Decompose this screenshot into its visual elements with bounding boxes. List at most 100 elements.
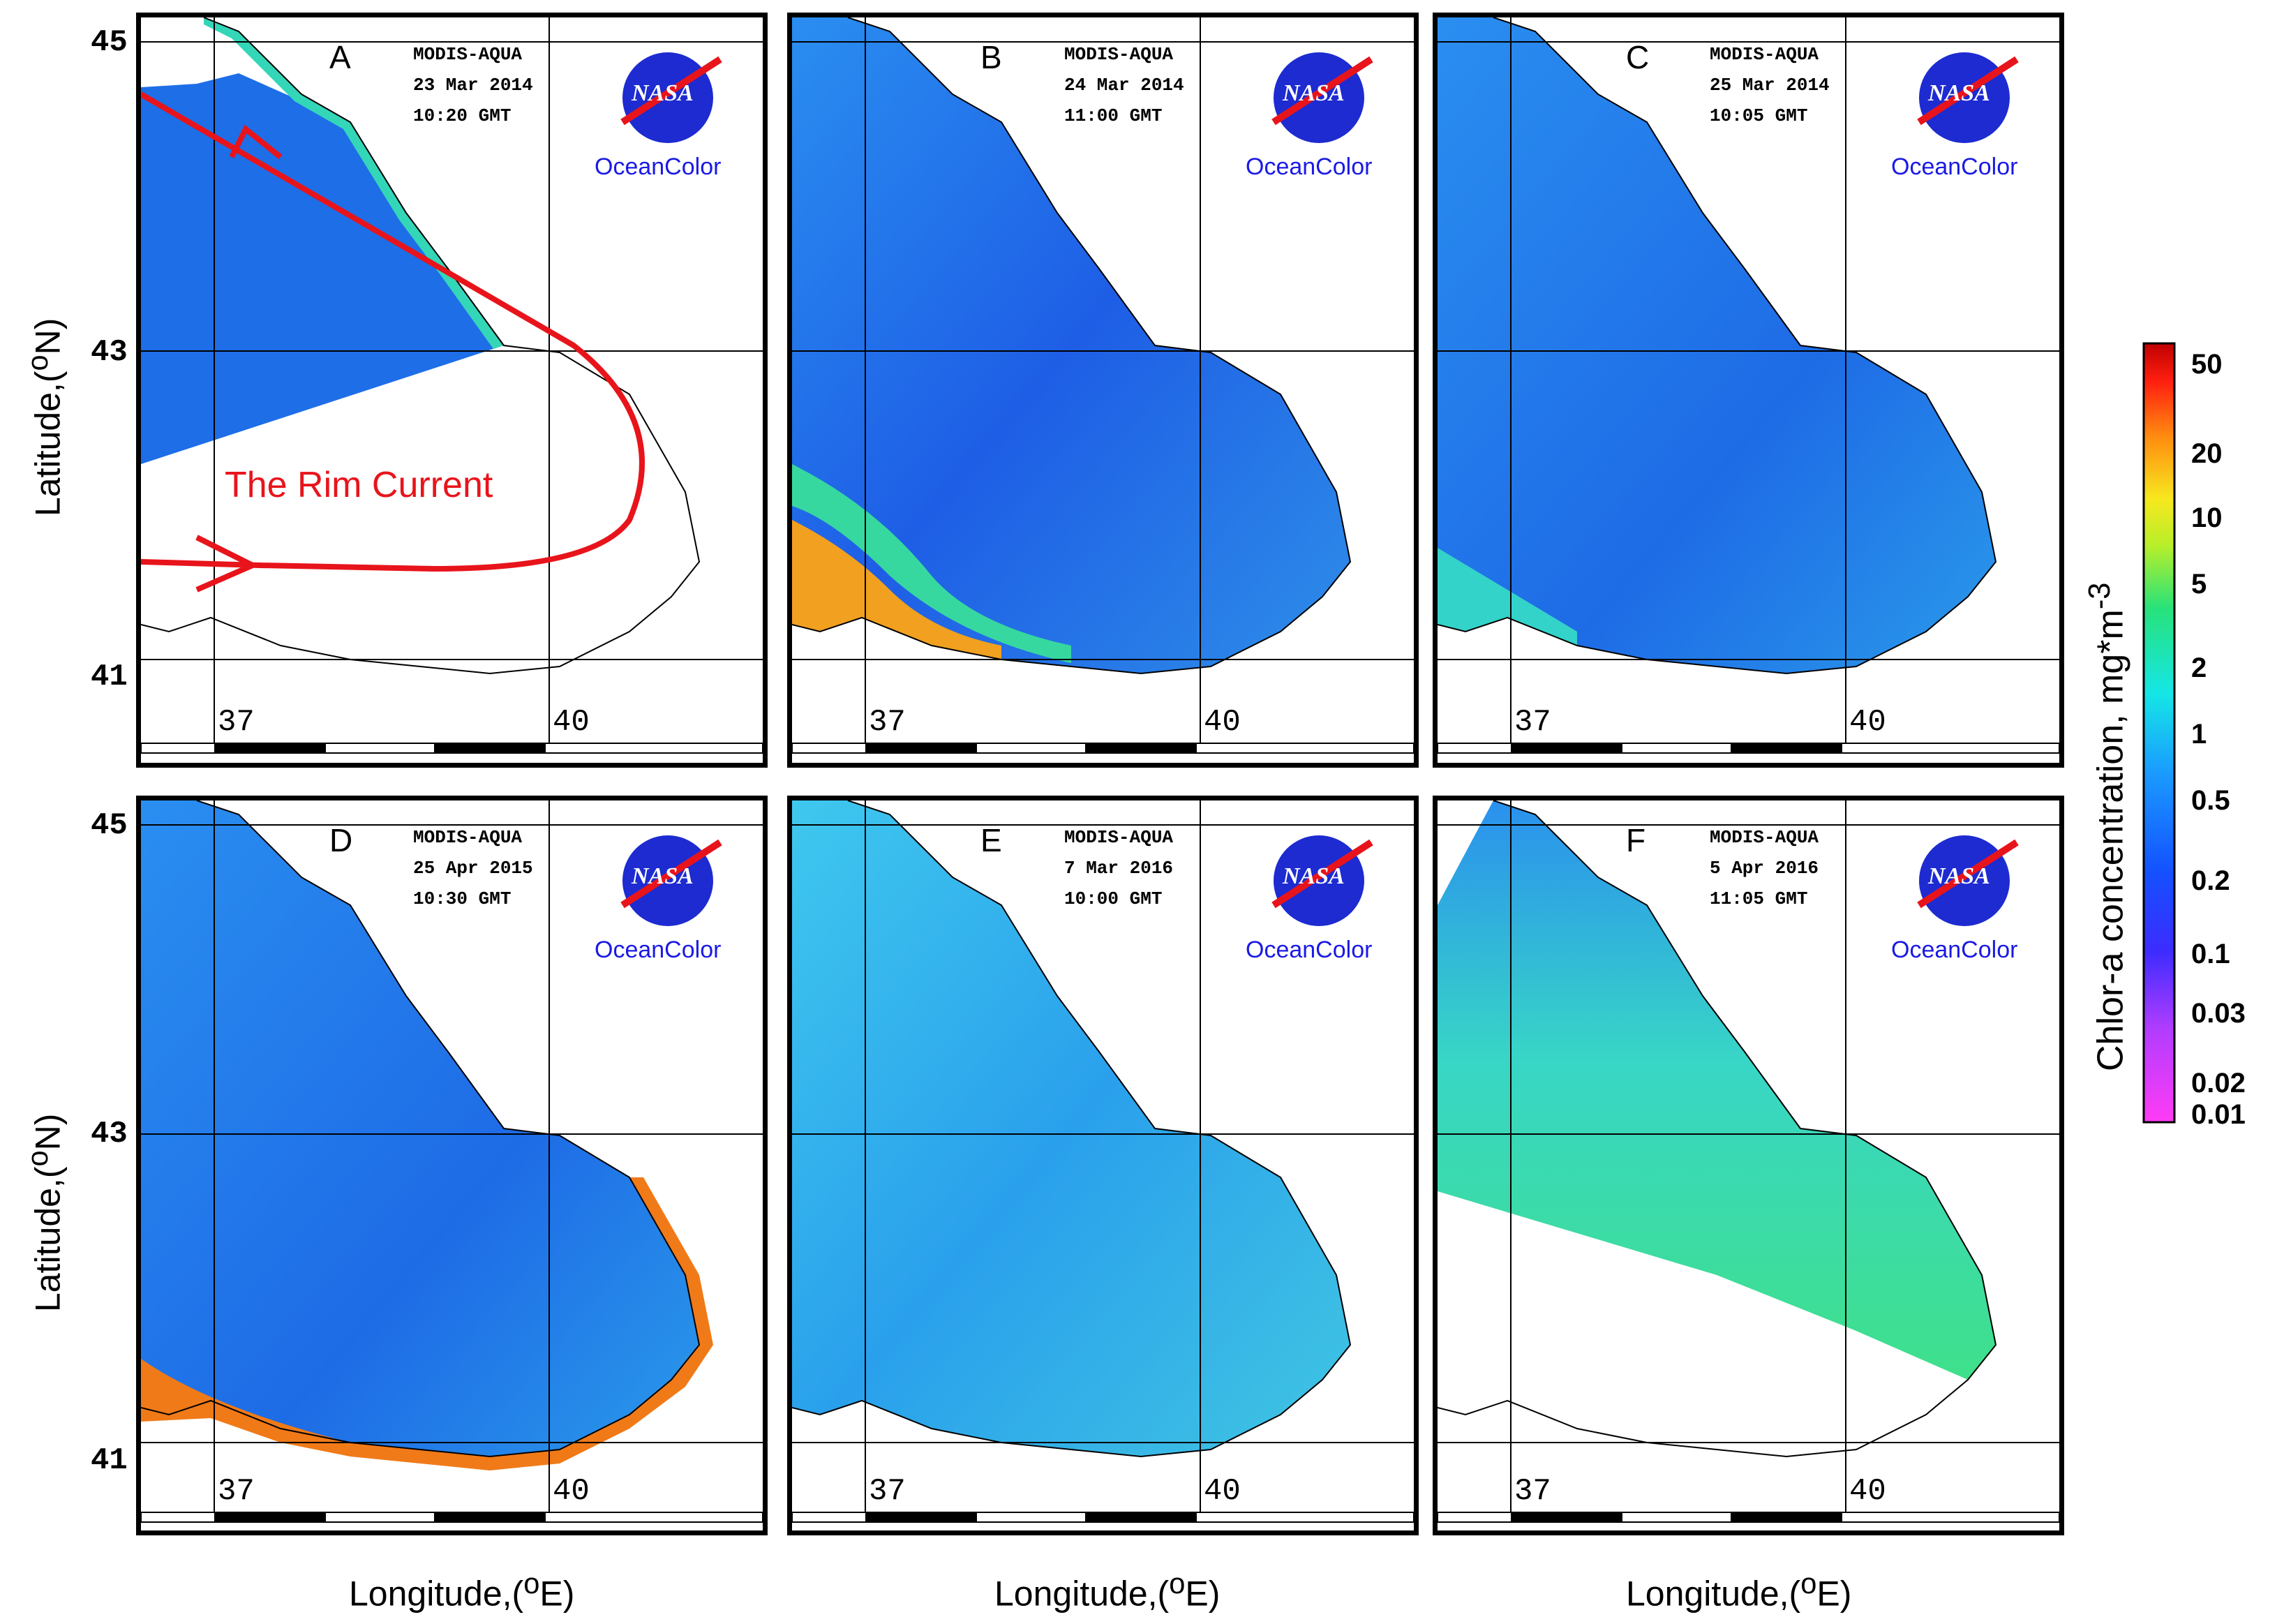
satellite-e: MODIS-AQUA [1064,827,1174,848]
sea-chlorophyll-a [141,73,504,464]
rim-current-arrowhead-bottom [195,535,260,593]
map-a-svg [141,17,763,754]
lat-43-bottom: 43 [91,1117,128,1152]
satellite-f: MODIS-AQUA [1710,827,1819,848]
date-c: 25 Mar 2014 [1710,75,1830,96]
lon-40-a: 40 [553,705,590,740]
nasa-text-d: NASA [632,863,694,889]
lon-40-e: 40 [1204,1474,1241,1509]
coastline-c [1438,17,1997,675]
lon-37-a: 37 [218,705,255,740]
oceancolor-f: OceanColor [1891,937,2018,963]
coastline-f [1438,800,1997,1458]
cb-tick-0.03: 0.03 [2191,998,2246,1029]
lon-40-d: 40 [553,1474,590,1509]
lat-45-bottom: 45 [91,808,128,843]
coastline-e [792,800,1352,1458]
colorbar-title: Chlor-a concentration, mg*m-3 [2083,582,2131,1071]
coastline-d [141,800,701,1458]
lat-41-top: 41 [91,660,128,694]
ylabel-bottom: Latitude,(oN) [21,1113,68,1312]
date-e: 7 Mar 2016 [1064,858,1174,879]
map-panel-d: D MODIS-AQUA 25 Apr 2015 10:30 GMT Ocean… [136,796,768,1535]
coastal-bloom-b [792,520,1001,660]
lon-40-f: 40 [1849,1474,1886,1509]
date-a: 23 Mar 2014 [413,75,533,96]
lon-37-c: 37 [1514,705,1551,740]
coastline-a [141,17,701,675]
lon-37-d: 37 [218,1474,255,1509]
cb-tick-2: 2 [2191,653,2207,683]
nasa-text-c: NASA [1928,80,1990,106]
cb-tick-0.1: 0.1 [2191,939,2230,969]
cb-tick-1: 1 [2191,719,2207,750]
cb-tick-0.02: 0.02 [2191,1068,2246,1098]
oceancolor-b: OceanColor [1246,154,1373,180]
map-d-svg [141,800,763,1523]
map-e-svg [792,800,1414,1523]
sea-chlorophyll-d [141,800,699,1457]
time-f: 11:05 GMT [1710,888,1808,909]
colorbar [2142,342,2176,1124]
cb-tick-50: 50 [2191,349,2223,380]
map-panel-a: A MODIS-AQUA 23 Mar 2014 10:20 GMT Ocean… [136,13,768,768]
panel-letter-b: B [980,39,1002,75]
satellite-d: MODIS-AQUA [413,827,523,848]
lon-37-e: 37 [869,1474,906,1509]
lat-43-top: 43 [91,335,128,370]
time-d: 10:30 GMT [413,888,512,909]
date-b: 24 Mar 2014 [1064,75,1184,96]
oceancolor-c: OceanColor [1891,154,2018,180]
sea-chlorophyll-b [792,17,1350,673]
date-f: 5 Apr 2016 [1710,858,1819,879]
xlabel-left: Longitude,(oE) [349,1567,575,1614]
ylabel-top: Latitude,(oN) [21,318,68,516]
rim-current-label: The Rim Current [225,465,493,505]
nasa-text-f: NASA [1928,863,1990,889]
sea-chlorophyll-f [1438,800,1996,1380]
cb-tick-0.2: 0.2 [2191,865,2230,896]
map-b-svg [792,17,1414,754]
map-panel-c: C MODIS-AQUA 25 Mar 2014 10:05 GMT Ocean… [1433,13,2064,768]
cb-tick-20: 20 [2191,438,2223,469]
oceancolor-a: OceanColor [595,154,722,180]
lat-41-bottom: 41 [91,1443,128,1478]
coastline-b [792,17,1352,675]
lon-37-b: 37 [869,705,906,740]
panel-letter-d: D [329,822,353,858]
satellite-c: MODIS-AQUA [1710,44,1819,65]
time-e: 10:00 GMT [1064,888,1163,909]
coastal-bloom-a [204,17,504,349]
lon-40-b: 40 [1204,705,1241,740]
map-c-svg [1438,17,2059,754]
xlabel-middle: Longitude,(oE) [994,1567,1221,1614]
oceancolor-e: OceanColor [1246,937,1373,963]
time-b: 11:00 GMT [1064,105,1163,126]
map-panel-e: E MODIS-AQUA 7 Mar 2016 10:00 GMT OceanC… [787,796,1419,1535]
sea-chlorophyll-e [792,800,1350,1457]
date-d: 25 Apr 2015 [413,858,533,879]
map-panel-b: B MODIS-AQUA 24 Mar 2014 11:00 GMT Ocean… [787,13,1419,768]
time-c: 10:05 GMT [1710,105,1808,126]
xlabel-right: Longitude,(oE) [1626,1567,1852,1614]
cb-tick-10: 10 [2191,502,2223,533]
nasa-text-b: NASA [1283,80,1345,106]
panel-letter-e: E [980,822,1002,858]
nasa-text-a: NASA [632,80,694,106]
time-a: 10:20 GMT [413,105,512,126]
satellite-a: MODIS-AQUA [413,44,523,65]
lon-40-c: 40 [1849,705,1886,740]
oceancolor-d: OceanColor [595,937,722,963]
lat-45-top: 45 [91,25,128,60]
map-f-svg [1438,800,2059,1523]
panel-letter-f: F [1626,822,1646,858]
coastal-bloom-d [141,1177,713,1470]
sea-chlorophyll-c [1438,17,1996,673]
lon-37-f: 37 [1514,1474,1551,1509]
rim-current-arrowhead-top [229,124,283,160]
cb-tick-0.5: 0.5 [2191,785,2230,816]
panel-letter-c: C [1626,39,1650,75]
panel-letter-a: A [329,39,351,75]
map-panel-f: F MODIS-AQUA 5 Apr 2016 11:05 GMT OceanC… [1433,796,2064,1535]
satellite-b: MODIS-AQUA [1064,44,1174,65]
